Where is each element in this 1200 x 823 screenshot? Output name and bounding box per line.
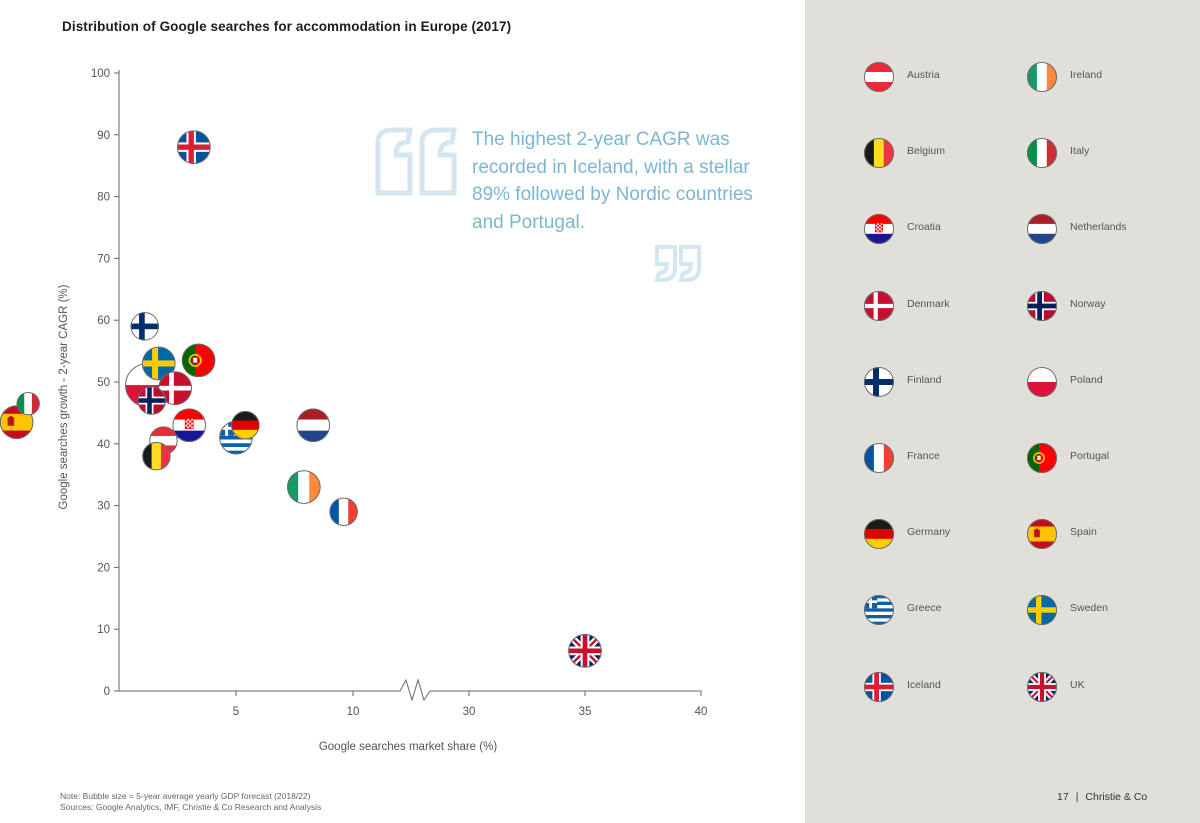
chart-title: Distribution of Google searches for acco… [62,19,512,34]
chart-bubbles [0,130,602,668]
x-tick-label: 35 [579,706,592,718]
x-axis-line [119,678,701,702]
y-tick-label: 100 [91,68,110,80]
legend-label: Sweden [1070,602,1108,615]
legend-label: Italy [1070,145,1090,158]
legend-label: Ireland [1070,69,1103,81]
legend-label: Germany [907,526,951,539]
flag-belgium-icon [864,138,894,169]
chart-panel: Distribution of Google searches for acco… [0,19,753,813]
x-tick-label: 10 [347,706,360,718]
x-tick-label: 40 [695,706,708,718]
flag-croatia-icon [864,214,894,245]
bubble-italy [16,392,40,416]
page-footer: 17 | Christie & Co [1057,791,1147,803]
y-axis-label: Google searches growth - 2-year CAGR (%) [58,284,70,509]
flag-denmark-icon [864,290,894,321]
y-tick-label: 20 [97,562,110,574]
flag-netherlands-icon [1027,214,1057,245]
flag-sweden-icon [1027,595,1057,626]
flag-croatia [864,214,894,245]
flag-ireland-icon [1027,62,1057,92]
legend-panel: Austria Ireland Belgium Italy Croatia Netherl… [805,0,1200,823]
quote-marks-close [654,245,701,282]
flag-france-icon [864,443,894,473]
flag-uk-icon [1027,671,1057,702]
y-tick-label: 50 [97,377,110,389]
flag-germany [864,519,894,550]
flag-netherlands [1027,214,1057,245]
legend-label: Netherlands [1070,221,1127,234]
flag-france [864,443,894,473]
y-tick-label: 10 [97,624,110,636]
chart-axes: 0 10 20 30 40 50 60 70 80 90 100 5 10 30 35 40 Google se… [58,68,707,753]
legend-label: France [907,450,940,462]
footer-brand: Christie & Co [1085,791,1148,803]
bubble-ireland [287,470,321,504]
legend-label: Belgium [907,145,945,158]
quote-marks-open [375,127,457,196]
y-tick-label: 40 [97,439,110,451]
note-line-sources: Sources: Google Analytics, IMF, Christie… [60,802,322,812]
y-tick-label: 90 [97,130,110,142]
legend-label: Portugal [1070,450,1110,462]
flag-spain-icon [1027,519,1057,550]
quote-text: The highest 2-year CAGR was recorded in … [472,129,753,233]
flag-poland [1027,366,1057,397]
flag-poland-icon [1027,366,1057,397]
bubble-netherlands [296,408,331,443]
legend-label: Finland [907,373,942,386]
note-line-size: Note: Bubble size = 5-year average yearl… [60,791,311,801]
flag-portugal-icon [1027,443,1057,473]
y-tick-label: 30 [97,501,110,513]
flag-belgium [864,138,894,169]
legend-label: Denmark [907,297,950,310]
chart-note: Note: Bubble size = 5-year average yearl… [60,791,321,813]
y-tick-label: 0 [104,686,110,698]
bubble-croatia [172,408,206,443]
y-tick-label: 70 [97,253,110,265]
legend-label: Poland [1070,373,1103,386]
x-tick-label: 30 [463,706,476,718]
bubble-germany [231,411,260,440]
legend-label: Croatia [907,221,941,234]
legend-label: Austria [907,69,940,81]
flag-finland-icon [864,366,894,397]
x-axis-label: Google searches market share (%) [319,741,497,753]
flag-austria-icon [864,62,894,92]
flag-ireland [1027,62,1057,92]
flag-norway-icon [1027,290,1057,321]
bubble-france [329,497,358,526]
footer-separator: | [1075,791,1079,803]
legend-label: Norway [1070,297,1106,310]
flag-italy [1027,138,1057,169]
flag-greece-icon [864,595,894,626]
legend-label: Spain [1070,526,1097,539]
flag-italy-icon [1027,138,1057,169]
legend-label: Iceland [907,678,941,691]
y-tick-label: 60 [97,315,110,327]
bubble-belgium [142,441,171,471]
flag-germany-icon [864,519,894,550]
y-tick-label: 80 [97,192,110,204]
flag-iceland-icon [864,671,894,702]
page-number: 17 [1057,791,1069,803]
legend-label: UK [1070,678,1085,691]
bubble-chart: 0 10 20 30 40 50 60 70 80 90 100 5 10 30 35 40 Google se… [0,68,707,753]
legend-label: Greece [907,602,942,615]
x-tick-label: 5 [233,706,239,718]
